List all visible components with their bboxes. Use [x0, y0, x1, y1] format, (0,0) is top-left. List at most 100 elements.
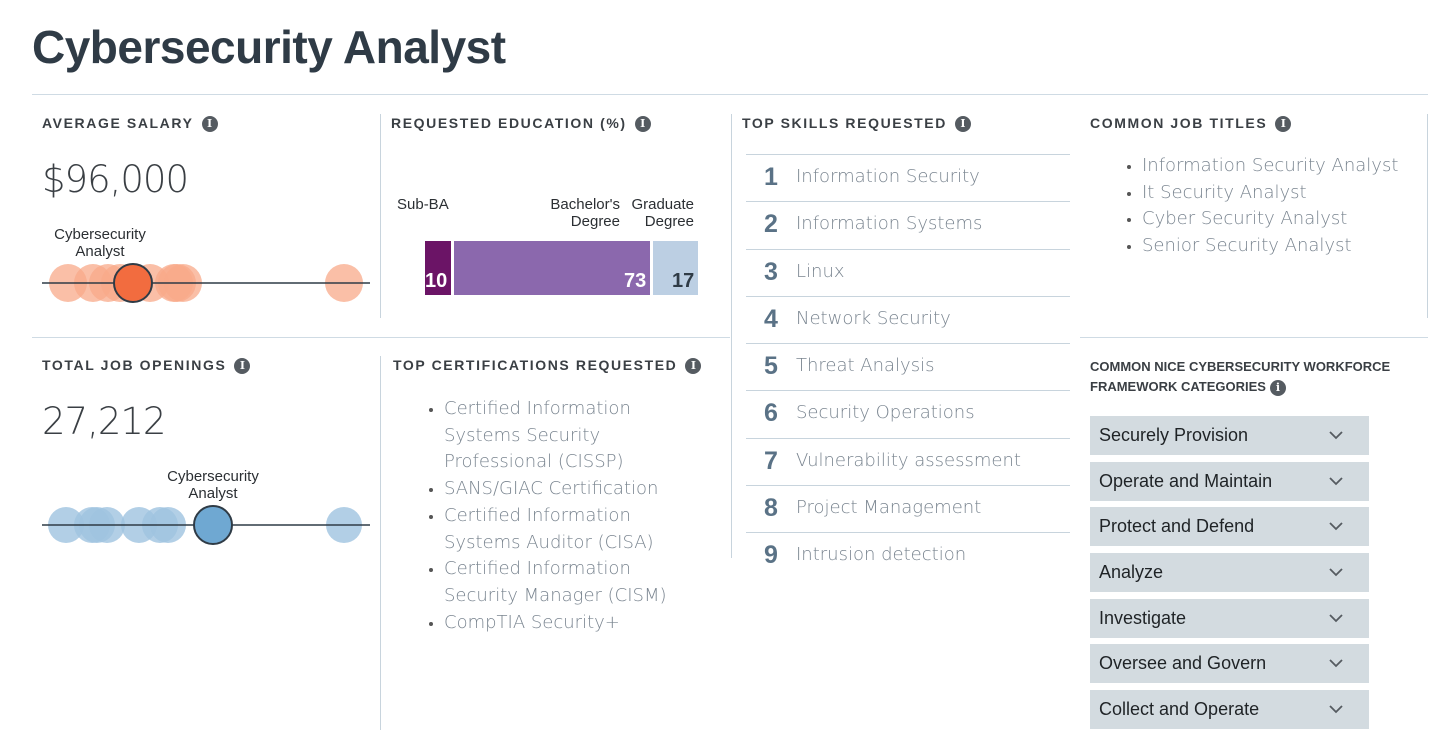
- education-heading: REQUESTED EDUCATION (%) i: [391, 115, 651, 133]
- openings-marker-label-line2: Analyst: [188, 485, 238, 502]
- accordion-label: Operate and Maintain: [1099, 470, 1273, 491]
- job-title-item: Information Security Analyst: [1142, 153, 1442, 180]
- job-openings-heading-text: TOTAL JOB OPENINGS: [42, 357, 227, 373]
- edu-label-bachelors-line2: Degree: [570, 213, 620, 230]
- info-icon[interactable]: i: [1275, 116, 1292, 133]
- skill-name: Network Security: [796, 307, 951, 329]
- salary-strip-plot: [42, 263, 370, 303]
- skill-rank: 2: [764, 210, 778, 239]
- skill-rank: 7: [764, 446, 778, 475]
- accordion-label: Securely Provision: [1099, 425, 1249, 445]
- certification-item: Certified Information Systems Auditor (C…: [444, 503, 709, 556]
- skill-rank: 3: [764, 257, 778, 286]
- info-icon[interactable]: i: [685, 358, 702, 375]
- average-salary-heading: AVERAGE SALARY i: [42, 115, 218, 133]
- certifications-list: Certified Information Systems Security P…: [422, 396, 709, 636]
- info-icon[interactable]: i: [234, 358, 251, 375]
- accordion-item-protect-and-defend[interactable]: Protect and Defend: [1090, 507, 1369, 547]
- salary-highlight-dot: [113, 263, 153, 303]
- header-divider: [32, 94, 1428, 95]
- job-openings-heading: TOTAL JOB OPENINGS i: [42, 357, 251, 375]
- info-icon[interactable]: i: [634, 116, 651, 133]
- edu-label-sub-ba-text: Sub-BA: [397, 196, 449, 213]
- skill-name: Security Operations: [796, 402, 975, 424]
- certifications-heading: TOP CERTIFICATIONS REQUESTED i: [393, 357, 702, 375]
- average-salary-value: $96,000: [42, 158, 189, 201]
- chevron-down-icon: [1329, 431, 1343, 440]
- col-divider-1-top: [380, 114, 381, 318]
- skills-list: 1 Information Security 2 Information Syste…: [746, 154, 1070, 580]
- skill-rank: 5: [764, 352, 778, 381]
- skill-row: 2 Information Systems: [746, 201, 1070, 248]
- openings-highlight-dot: [193, 505, 233, 545]
- edu-label-graduate-line2: Degree: [644, 213, 694, 230]
- skill-rank: 6: [764, 399, 778, 428]
- nice-heading-line2-wrap: FRAMEWORK CATEGORIES i: [1090, 377, 1410, 397]
- salary-marker-label-line1: Cybersecurity: [54, 226, 146, 243]
- edu-label-bachelors: Bachelor's Degree: [520, 196, 620, 230]
- edu-value-bachelors: 73: [624, 270, 647, 292]
- skill-row: 1 Information Security: [746, 154, 1070, 201]
- skill-rank: 4: [764, 304, 778, 333]
- info-icon[interactable]: i: [201, 116, 218, 133]
- accordion-item-securely-provision[interactable]: Securely Provision: [1090, 416, 1369, 455]
- edu-bar-sub-ba: [425, 241, 451, 295]
- openings-marker-label-line1: Cybersecurity: [167, 468, 259, 485]
- row-divider-left: [32, 337, 730, 338]
- edu-value-sub-ba: 10: [425, 270, 448, 292]
- accordion-item-oversee-and-govern[interactable]: Oversee and Govern: [1090, 644, 1369, 684]
- certification-item: Certified Information Security Manager (…: [444, 556, 709, 609]
- salary-marker-label-line2: Analyst: [75, 243, 125, 260]
- certifications-heading-text: TOP CERTIFICATIONS REQUESTED: [393, 357, 678, 373]
- skill-rank: 8: [764, 494, 778, 523]
- openings-strip-dots: [48, 507, 362, 543]
- edu-label-graduate-line1: Graduate: [631, 196, 694, 213]
- accordion-item-operate-and-maintain[interactable]: Operate and Maintain: [1090, 461, 1369, 501]
- skill-row: 5 Threat Analysis: [746, 343, 1070, 390]
- nice-categories-accordion: Securely Provision Operate and Maintain …: [1090, 416, 1369, 730]
- openings-strip-plot: [42, 505, 370, 545]
- skill-row: 3 Linux: [746, 248, 1070, 296]
- accordion-item-investigate[interactable]: Investigate: [1090, 598, 1369, 638]
- row-divider-right: [1080, 337, 1428, 338]
- skill-name: Linux: [796, 260, 845, 282]
- accordion-item-collect-and-operate[interactable]: Collect and Operate: [1090, 690, 1369, 730]
- chevron-down-icon: [1329, 477, 1343, 485]
- info-icon[interactable]: i: [954, 116, 971, 133]
- chevron-down-icon: [1329, 522, 1343, 531]
- nice-heading-line1: COMMON NICE CYBERSECURITY WORKFORCE: [1090, 359, 1391, 374]
- skill-row: 7 Vulnerability assessment: [746, 437, 1070, 485]
- job-titles-heading-text: COMMON JOB TITLES: [1090, 115, 1268, 131]
- nice-categories-heading: COMMON NICE CYBERSECURITY WORKFORCE FRAM…: [1090, 357, 1410, 397]
- skill-name: Information Systems: [796, 213, 983, 235]
- accordion-label: Collect and Operate: [1099, 699, 1260, 720]
- nice-heading-line2: FRAMEWORK CATEGORIES: [1090, 379, 1266, 394]
- job-titles-heading: COMMON JOB TITLES i: [1090, 115, 1292, 133]
- edu-label-graduate: Graduate Degree: [600, 196, 694, 230]
- edu-label-sub-ba: Sub-BA: [397, 196, 449, 213]
- skill-row: 8 Project Management: [746, 485, 1070, 532]
- job-titles-list: Information Security Analyst It Security…: [1120, 153, 1442, 260]
- info-icon[interactable]: i: [1269, 379, 1286, 396]
- col-divider-2: [731, 114, 732, 558]
- skill-row: 6 Security Operations: [746, 390, 1070, 437]
- chevron-down-icon: [1329, 614, 1343, 623]
- skill-row: 4 Network Security: [746, 295, 1070, 343]
- edu-label-bachelors-line1: Bachelor's: [550, 196, 620, 213]
- job-openings-value: 27,212: [42, 400, 166, 443]
- edu-bar-bachelors: [454, 241, 650, 295]
- skill-name: Information Security: [796, 166, 980, 187]
- col-divider-1-bottom: [380, 356, 381, 730]
- edu-value-graduate: 17: [672, 270, 695, 292]
- certification-item: Certified Information Systems Security P…: [444, 396, 709, 476]
- job-title-item: Senior Security Analyst: [1142, 233, 1442, 260]
- accordion-label: Protect and Defend: [1099, 516, 1255, 537]
- chevron-down-icon: [1329, 568, 1343, 577]
- col-divider-3: [1427, 114, 1428, 318]
- job-title-item: Cyber Security Analyst: [1142, 206, 1442, 233]
- job-title-item: It Security Analyst: [1142, 180, 1442, 207]
- accordion-item-analyze[interactable]: Analyze: [1090, 553, 1369, 593]
- skill-rank: 9: [764, 541, 778, 570]
- top-skills-heading: TOP SKILLS REQUESTED i: [742, 115, 971, 133]
- edu-bar-graduate: [653, 241, 698, 295]
